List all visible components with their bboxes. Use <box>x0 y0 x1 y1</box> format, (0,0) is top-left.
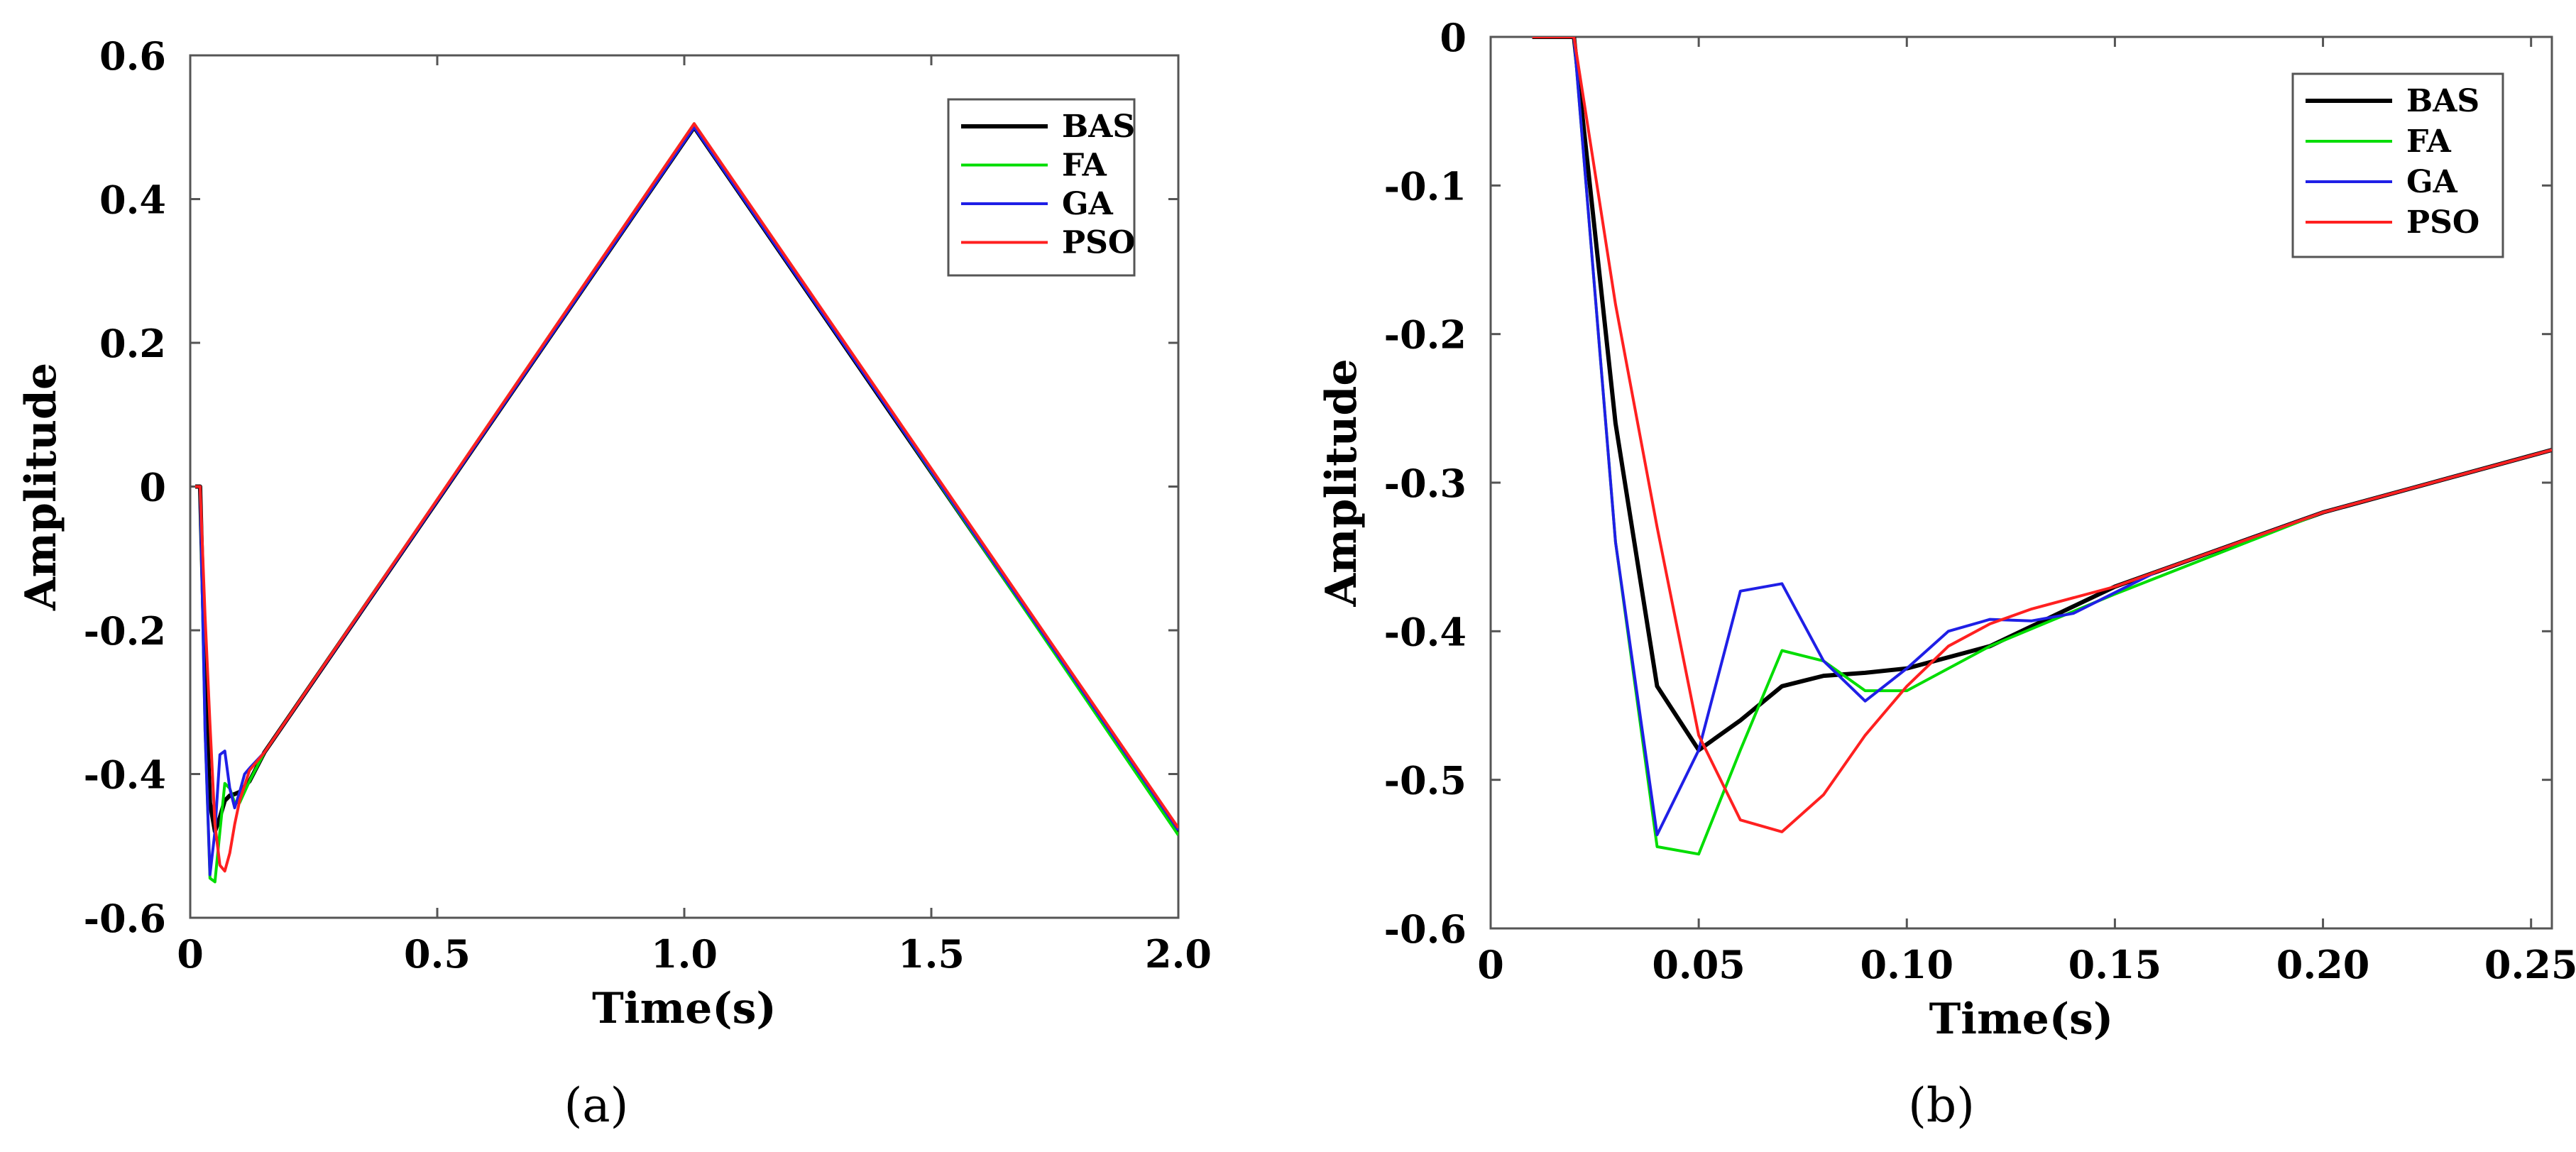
legend-label-fa: FA <box>2406 124 2452 160</box>
figure-caption: (b) <box>1908 1078 1975 1133</box>
chart-panel-a: 0 0.5 1.0 1.5 2.0 0.6 0.4 0.2 0 -0.2 -0.4 -0.6 Time(… <box>16 33 1212 1133</box>
chart-panel-b: 0 0.05 0.10 0.15 0.20 0.25 0 -0.1 -0.2 -0.3 -0.4 -0… <box>1317 15 2576 1133</box>
y-tick-label: -0.4 <box>1384 609 1467 654</box>
legend-box <box>2291 72 2504 258</box>
x-tick-label: 0.05 <box>1652 942 1745 987</box>
x-tick-label: 2.0 <box>1145 931 1212 977</box>
y-tick-label: -0.6 <box>1384 906 1467 952</box>
x-axis-label: Time(s) <box>592 984 777 1033</box>
y-tick-label: 0 <box>139 465 166 510</box>
x-tick-label: 0.20 <box>2276 942 2370 987</box>
legend-label-ga: GA <box>1062 186 1114 222</box>
y-tick-label: -0.5 <box>1384 758 1467 803</box>
y-tick-label: -0.6 <box>84 896 166 941</box>
y-tick-label: -0.2 <box>84 608 166 654</box>
legend-label-bas: BAS <box>1062 109 1135 145</box>
y-tick-label: -0.1 <box>1384 163 1467 209</box>
legend-box <box>947 98 1136 277</box>
y-axis-label: Amplitude <box>1317 358 1366 607</box>
y-tick-label: 0 <box>1440 15 1467 60</box>
y-tick-label: -0.3 <box>1384 461 1467 506</box>
y-tick-label: -0.2 <box>1384 312 1467 358</box>
legend-label-bas: BAS <box>2406 83 2479 119</box>
y-tick-label: 0.4 <box>99 177 166 223</box>
x-tick-label: 0.15 <box>2068 942 2162 987</box>
legend-label-pso: PSO <box>2406 204 2479 241</box>
figure-caption: (a) <box>564 1078 629 1133</box>
x-tick-label: 0.25 <box>2484 942 2576 987</box>
y-tick-label: -0.4 <box>84 752 166 798</box>
x-axis-label: Time(s) <box>1929 994 2114 1044</box>
x-tick-label: 0 <box>177 931 204 977</box>
y-tick-label: 0.2 <box>99 321 166 366</box>
series-line-pso <box>1532 37 2552 833</box>
legend-label-pso: PSO <box>1062 225 1135 261</box>
legend: BAS FA GA PSO <box>2291 72 2504 258</box>
y-axis-label: Amplitude <box>16 363 66 611</box>
series-line-ga <box>1532 37 2552 837</box>
y-tick-label: 0.6 <box>99 33 166 79</box>
x-tick-label: 1.5 <box>898 931 965 977</box>
x-tick-label: 0.5 <box>404 931 471 977</box>
legend-label-ga: GA <box>2406 164 2458 200</box>
x-tick-label: 0 <box>1477 942 1504 987</box>
x-tick-label: 1.0 <box>651 931 718 977</box>
legend-label-fa: FA <box>1062 148 1107 184</box>
series-line-pso <box>195 122 1178 873</box>
series-line-bas <box>1532 37 2552 752</box>
x-tick-label: 0.10 <box>1860 942 1954 987</box>
